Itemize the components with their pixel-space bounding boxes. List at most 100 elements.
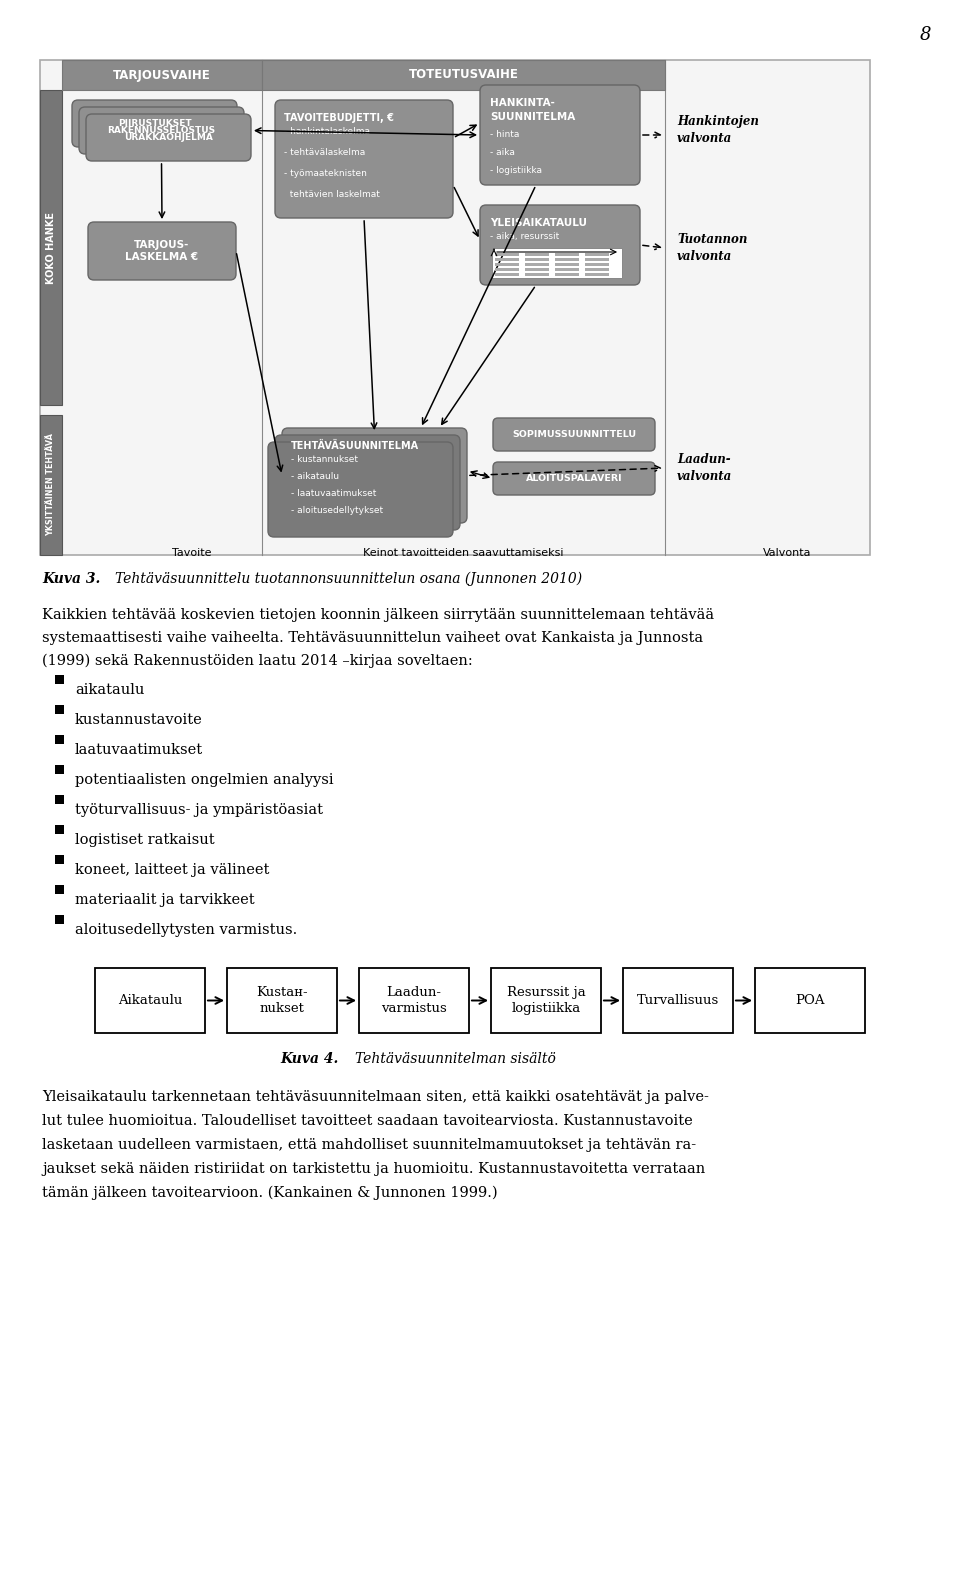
Text: aikataulu: aikataulu xyxy=(75,683,144,697)
Bar xyxy=(585,252,609,257)
Text: URAKKAOHJELMA: URAKKAOHJELMA xyxy=(124,133,213,143)
Bar xyxy=(555,268,579,271)
Text: Keinot tavoitteiden saavuttamiseksi: Keinot tavoitteiden saavuttamiseksi xyxy=(363,548,564,558)
Text: Kustан-
nukset: Kustан- nukset xyxy=(256,985,308,1015)
Text: tämän jälkeen tavoitearvioon. (Kankainen & Junnonen 1999.): tämän jälkeen tavoitearvioon. (Kankainen… xyxy=(42,1186,497,1201)
Text: - kustannukset: - kustannukset xyxy=(291,455,358,464)
Text: (1999) sekä Rakennustöiden laatu 2014 –kirjaa soveltaen:: (1999) sekä Rakennustöiden laatu 2014 –k… xyxy=(42,654,472,668)
FancyBboxPatch shape xyxy=(493,463,655,494)
Text: lasketaan uudelleen varmistaen, että mahdolliset suunnitelmamuutokset ja tehtävä: lasketaan uudelleen varmistaen, että mah… xyxy=(42,1137,696,1152)
Bar xyxy=(555,272,579,276)
Bar xyxy=(525,263,549,266)
Text: RAKENNUSSELOSTUS: RAKENNUSSELOSTUS xyxy=(108,127,216,135)
Text: koneet, laitteet ja välineet: koneet, laitteet ja välineet xyxy=(75,863,270,878)
Bar xyxy=(525,272,549,276)
Bar xyxy=(525,268,549,271)
Text: SUUNNITELMA: SUUNNITELMA xyxy=(490,112,575,122)
Text: Kaikkien tehtävää koskevien tietojen koonnin jälkeen siirrytään suunnittelemaan : Kaikkien tehtävää koskevien tietojen koo… xyxy=(42,608,714,623)
Text: - aika: - aika xyxy=(490,147,515,157)
FancyBboxPatch shape xyxy=(268,442,453,537)
Text: - hinta: - hinta xyxy=(490,130,519,139)
Bar xyxy=(227,968,337,1033)
Text: Tehtäväsuunnitelman sisältö: Tehtäväsuunnitelman sisältö xyxy=(355,1052,556,1066)
Text: - laatuvaatimukset: - laatuvaatimukset xyxy=(291,489,376,497)
Bar xyxy=(492,249,622,279)
Bar xyxy=(40,90,62,406)
Bar xyxy=(55,916,64,923)
Text: ALOITUSPALAVERI: ALOITUSPALAVERI xyxy=(526,474,622,483)
Bar xyxy=(495,272,519,276)
FancyBboxPatch shape xyxy=(86,114,251,162)
Text: - tehtävälaskelma: - tehtävälaskelma xyxy=(284,147,365,157)
Text: kustannustavoite: kustannustavoite xyxy=(75,713,203,727)
FancyBboxPatch shape xyxy=(282,428,467,523)
FancyBboxPatch shape xyxy=(493,418,655,451)
FancyBboxPatch shape xyxy=(275,436,460,531)
Bar xyxy=(55,705,64,714)
Text: TOTEUTUSVAIHE: TOTEUTUSVAIHE xyxy=(409,68,518,81)
Text: systemaattisesti vaihe vaiheelta. Tehtäväsuunnittelun vaiheet ovat Kankaista ja : systemaattisesti vaihe vaiheelta. Tehtäv… xyxy=(42,630,703,645)
Text: jaukset sekä näiden ristiriidat on tarkistettu ja huomioitu. Kustannustavoitetta: jaukset sekä näiden ristiriidat on tarki… xyxy=(42,1163,706,1175)
Text: Hankintojen
valvonta: Hankintojen valvonta xyxy=(677,116,758,144)
Text: TARJOUSVAIHE: TARJOUSVAIHE xyxy=(113,68,211,81)
Text: tehtävien laskelmat: tehtävien laskelmat xyxy=(284,190,380,200)
Text: Aikataulu: Aikataulu xyxy=(118,995,182,1007)
Text: PIIRUSTUKSET: PIIRUSTUKSET xyxy=(118,119,191,128)
Bar xyxy=(55,735,64,744)
Text: Laadun-
varmistus: Laadun- varmistus xyxy=(381,985,446,1015)
FancyBboxPatch shape xyxy=(79,108,244,154)
Bar xyxy=(525,252,549,257)
Bar xyxy=(55,795,64,805)
Bar xyxy=(495,258,519,261)
Bar xyxy=(55,855,64,863)
Text: - logistiikka: - logistiikka xyxy=(490,166,542,174)
Bar xyxy=(55,885,64,893)
FancyBboxPatch shape xyxy=(480,86,640,185)
Bar xyxy=(262,60,665,90)
Text: lut tulee huomioitua. Taloudelliset tavoitteet saadaan tavoitearviosta. Kustannu: lut tulee huomioitua. Taloudelliset tavo… xyxy=(42,1114,693,1128)
Bar xyxy=(585,272,609,276)
Bar xyxy=(359,968,469,1033)
Text: Resurssit ja
logistiikka: Resurssit ja logistiikka xyxy=(507,985,586,1015)
FancyBboxPatch shape xyxy=(88,222,236,280)
Text: POA: POA xyxy=(795,995,825,1007)
Bar xyxy=(755,968,865,1033)
Text: - aika, resurssit: - aika, resurssit xyxy=(490,231,560,241)
Bar xyxy=(585,268,609,271)
Bar xyxy=(495,252,519,257)
Bar xyxy=(495,263,519,266)
Bar xyxy=(55,765,64,775)
Text: - hankintalaskelma: - hankintalaskelma xyxy=(284,127,370,136)
Text: aloitusedellytysten varmistus.: aloitusedellytysten varmistus. xyxy=(75,923,298,938)
Text: - aikataulu: - aikataulu xyxy=(291,472,339,482)
Text: Tehtäväsuunnittelu tuotannonsuunnittelun osana (Junnonen 2010): Tehtäväsuunnittelu tuotannonsuunnittelun… xyxy=(115,572,582,586)
Bar xyxy=(525,258,549,261)
Bar xyxy=(555,258,579,261)
Text: 8: 8 xyxy=(920,25,931,44)
Text: Tavoite: Tavoite xyxy=(172,548,212,558)
Text: KOKO HANKE: KOKO HANKE xyxy=(46,212,56,284)
Text: Kuva 3.: Kuva 3. xyxy=(42,572,101,586)
Text: SOPIMUSSUUNNITTELU: SOPIMUSSUUNNITTELU xyxy=(512,429,636,439)
Bar xyxy=(555,252,579,257)
Text: TAVOITEBUDJETTI, €: TAVOITEBUDJETTI, € xyxy=(284,112,394,124)
FancyBboxPatch shape xyxy=(72,100,237,147)
Text: Laadun-
valvonta: Laadun- valvonta xyxy=(677,453,732,483)
Text: HANKINTA-: HANKINTA- xyxy=(490,98,555,108)
Bar xyxy=(585,263,609,266)
Text: Turvallisuus: Turvallisuus xyxy=(636,995,719,1007)
Bar xyxy=(555,263,579,266)
Text: Tuotannon
valvonta: Tuotannon valvonta xyxy=(677,233,748,263)
Bar xyxy=(491,968,601,1033)
Text: Kuva 4.: Kuva 4. xyxy=(280,1052,338,1066)
Bar xyxy=(95,968,205,1033)
Bar xyxy=(40,60,870,554)
Text: logistiset ratkaisut: logistiset ratkaisut xyxy=(75,833,215,847)
Text: Yleisaikataulu tarkennetaan tehtäväsuunnitelmaan siten, että kaikki osatehtävät : Yleisaikataulu tarkennetaan tehtäväsuunn… xyxy=(42,1090,708,1104)
Bar xyxy=(62,60,262,90)
Text: - työmaateknisten: - työmaateknisten xyxy=(284,169,367,177)
FancyBboxPatch shape xyxy=(275,100,453,219)
Bar xyxy=(585,258,609,261)
Text: materiaalit ja tarvikkeet: materiaalit ja tarvikkeet xyxy=(75,893,254,908)
Text: TARJOUS-
LASKELMA €: TARJOUS- LASKELMA € xyxy=(126,239,199,263)
